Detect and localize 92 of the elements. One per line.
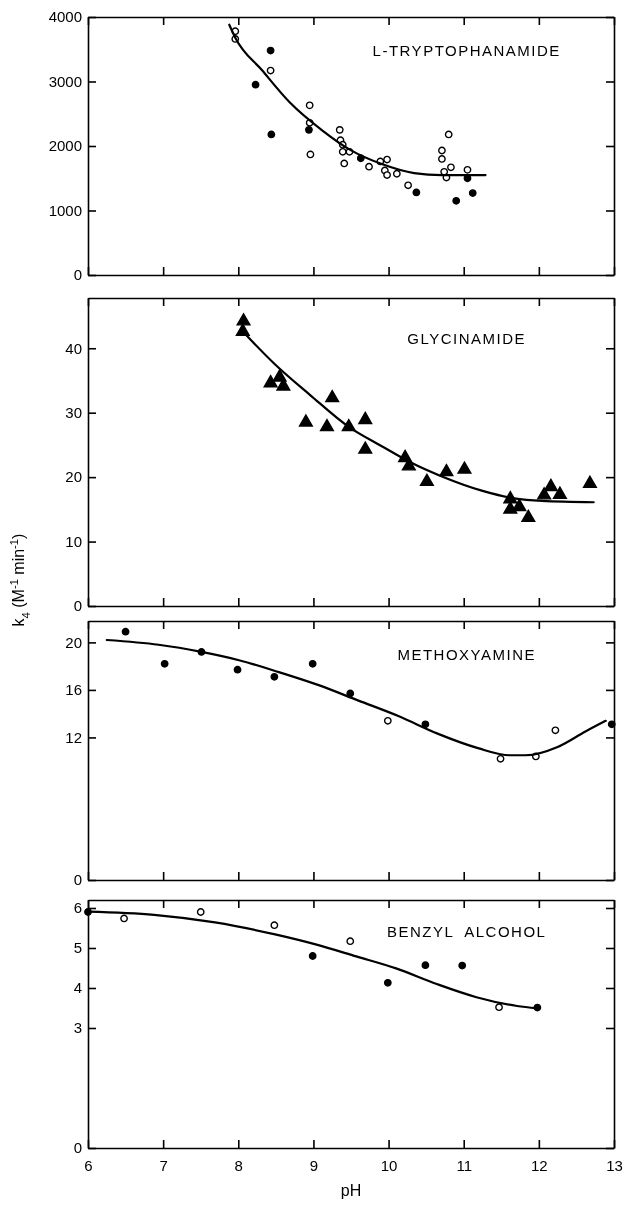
point [306, 150, 315, 159]
point [305, 125, 313, 134]
point [582, 475, 598, 488]
point [512, 498, 527, 512]
x-tick-label: 13 [606, 1156, 623, 1174]
point [438, 146, 446, 155]
annotation: METHOXYAMINE [397, 645, 537, 663]
point [308, 659, 317, 668]
point [412, 188, 421, 197]
x-tick-label: 8 [234, 1156, 243, 1174]
point [521, 509, 536, 523]
point [120, 914, 128, 923]
y-tick-label: 0 [73, 597, 82, 615]
point [452, 196, 461, 205]
point [325, 389, 340, 403]
point [270, 921, 279, 930]
y-tick-label: 0 [73, 871, 82, 889]
point [543, 478, 558, 492]
point [160, 659, 169, 668]
point [552, 486, 567, 499]
point [495, 1003, 503, 1012]
point [421, 961, 430, 970]
x-axis-title: pH [340, 1182, 362, 1199]
point [551, 726, 560, 735]
point [235, 323, 250, 336]
point [383, 978, 392, 987]
annotation: L-TRYPTOPHANAMIDE [372, 41, 561, 59]
point [457, 461, 472, 474]
point [298, 414, 313, 427]
y-tick-label: 5 [73, 939, 82, 957]
point [607, 720, 616, 729]
point [263, 375, 278, 388]
annotation: GLYCINAMIDE [407, 330, 527, 348]
point [346, 937, 355, 946]
point [383, 171, 391, 179]
point [308, 952, 317, 960]
y-tick-label: 3 [73, 1019, 82, 1037]
x-tick-label: 7 [159, 1156, 168, 1174]
point [383, 155, 391, 164]
point [233, 665, 242, 674]
point [447, 163, 455, 172]
point [251, 80, 260, 89]
point [267, 130, 276, 139]
x-tick-label: 11 [456, 1156, 472, 1174]
point [404, 181, 412, 190]
point [338, 147, 347, 156]
point [266, 66, 275, 75]
point [305, 101, 314, 110]
annotation: BENZYL ALCOHOL [386, 923, 547, 941]
point [270, 672, 279, 681]
point [392, 169, 401, 178]
y-tick-label: 2000 [48, 137, 82, 155]
point [196, 908, 205, 916]
point [84, 908, 92, 916]
y-tick-label: 6 [73, 899, 82, 917]
x-tick-label: 12 [531, 1156, 548, 1174]
point [272, 369, 287, 382]
point [444, 130, 453, 139]
y-tick-label: 0 [73, 1139, 82, 1157]
y-tick-label: 1000 [48, 201, 82, 219]
y-tick-label: 10 [65, 532, 82, 550]
y-tick-label: 30 [65, 403, 82, 421]
y-tick-label: 20 [65, 468, 82, 486]
point [236, 313, 251, 326]
point [358, 411, 373, 425]
point [266, 46, 275, 55]
point [463, 165, 472, 174]
y-tick-label: 3000 [48, 72, 82, 90]
y-tick-label: 0 [73, 266, 82, 284]
x-tick-label: 10 [380, 1156, 398, 1174]
point [383, 716, 392, 725]
point [458, 961, 467, 970]
point [537, 487, 552, 500]
point [468, 189, 477, 197]
y-tick-label: 16 [65, 681, 82, 699]
point [496, 754, 505, 763]
point [335, 125, 344, 134]
y-tick-label: 20 [65, 633, 82, 651]
y-tick-label: 4000 [48, 8, 82, 26]
point [319, 418, 335, 432]
x-tick-label: 6 [84, 1156, 93, 1174]
y-tick-label: 40 [65, 339, 82, 357]
point [340, 159, 349, 168]
point [419, 473, 434, 487]
point [358, 441, 373, 454]
point [438, 155, 446, 163]
y-tick-label: 12 [65, 728, 82, 746]
point [439, 463, 454, 477]
point [121, 627, 130, 636]
point [365, 162, 373, 171]
x-tick-label: 9 [309, 1156, 319, 1174]
y-tick-label: 4 [73, 979, 82, 997]
